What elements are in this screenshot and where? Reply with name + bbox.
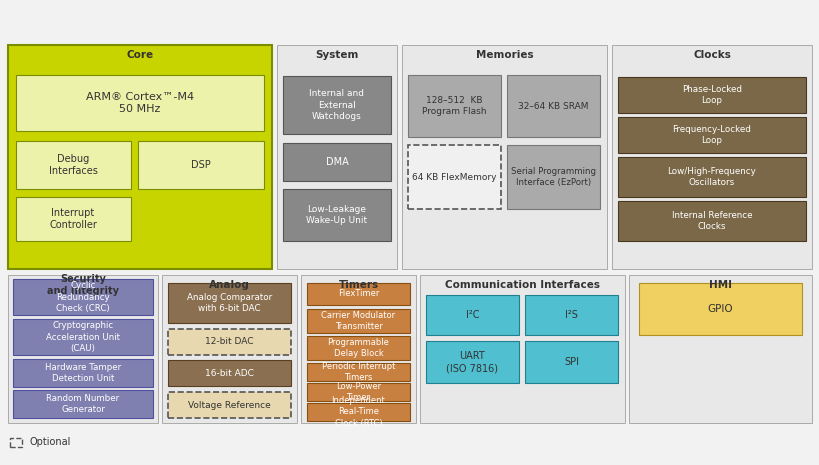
Bar xyxy=(618,201,805,241)
Bar xyxy=(138,141,264,189)
Text: Random Number
Generator: Random Number Generator xyxy=(47,394,120,414)
Bar xyxy=(8,275,158,423)
Bar xyxy=(168,283,291,323)
Bar xyxy=(10,438,22,447)
Text: Analog: Analog xyxy=(209,280,250,290)
Bar xyxy=(16,141,131,189)
Bar xyxy=(162,275,296,423)
Bar xyxy=(618,117,805,153)
Text: 32–64 KB SRAM: 32–64 KB SRAM xyxy=(518,101,588,111)
Bar xyxy=(283,76,391,134)
Text: Timers: Timers xyxy=(338,280,378,290)
Bar xyxy=(16,75,264,131)
Bar xyxy=(306,309,410,333)
Bar xyxy=(408,75,500,137)
Bar xyxy=(506,75,600,137)
Text: Cyclic
Redundancy
Check (CRC): Cyclic Redundancy Check (CRC) xyxy=(57,281,110,312)
Text: DSP: DSP xyxy=(191,160,210,170)
Text: Clocks: Clocks xyxy=(692,50,730,60)
Text: System: System xyxy=(315,50,358,60)
Text: Internal and
External
Watchdogs: Internal and External Watchdogs xyxy=(309,89,364,120)
Bar xyxy=(8,45,272,269)
Bar xyxy=(168,392,291,418)
Text: Serial Programming
Interface (EzPort): Serial Programming Interface (EzPort) xyxy=(510,167,595,187)
Text: Low-Leakage
Wake-Up Unit: Low-Leakage Wake-Up Unit xyxy=(306,205,367,225)
Text: Periodic Interrupt
Timers: Periodic Interrupt Timers xyxy=(321,362,395,382)
Bar xyxy=(283,143,391,181)
Bar xyxy=(426,341,518,383)
Bar xyxy=(611,45,811,269)
Bar xyxy=(16,197,131,241)
Bar xyxy=(524,341,618,383)
Text: 16-bit ADC: 16-bit ADC xyxy=(205,368,254,378)
Bar xyxy=(168,329,291,355)
Text: Communication Interfaces: Communication Interfaces xyxy=(445,280,600,290)
Bar xyxy=(13,359,153,387)
Text: HMI: HMI xyxy=(708,280,731,290)
Text: Independent
Real-Time
Clock (RTC): Independent Real-Time Clock (RTC) xyxy=(331,396,385,428)
Bar xyxy=(618,77,805,113)
Text: Carrier Modulator
Transmitter: Carrier Modulator Transmitter xyxy=(321,311,395,331)
Text: FlexTimer: FlexTimer xyxy=(337,290,378,299)
Bar xyxy=(628,275,811,423)
Bar xyxy=(306,403,410,421)
Bar xyxy=(306,363,410,381)
Text: Low-Power
Timer: Low-Power Timer xyxy=(336,382,381,402)
Bar xyxy=(426,295,518,335)
Text: I²S: I²S xyxy=(564,310,577,320)
Bar xyxy=(618,157,805,197)
Text: UART
(ISO 7816): UART (ISO 7816) xyxy=(446,351,498,373)
Bar xyxy=(283,189,391,241)
Text: Phase-Locked
Loop: Phase-Locked Loop xyxy=(681,85,741,105)
Text: 64 KB FlexMemory: 64 KB FlexMemory xyxy=(412,173,496,181)
Bar xyxy=(168,360,291,386)
Text: Internal Reference
Clocks: Internal Reference Clocks xyxy=(671,211,751,231)
Bar xyxy=(306,383,410,401)
Text: 12-bit DAC: 12-bit DAC xyxy=(205,338,253,346)
Bar xyxy=(13,279,153,315)
Text: Voltage Reference: Voltage Reference xyxy=(188,400,270,410)
Bar xyxy=(524,295,618,335)
Text: 128–512  KB
Program Flash: 128–512 KB Program Flash xyxy=(422,96,486,116)
Text: Frequency-Locked
Loop: Frequency-Locked Loop xyxy=(672,125,750,145)
Bar xyxy=(306,336,410,360)
Bar xyxy=(13,319,153,355)
Bar xyxy=(419,275,624,423)
Text: Debug
Interfaces: Debug Interfaces xyxy=(48,154,97,176)
Text: I²C: I²C xyxy=(465,310,478,320)
Bar xyxy=(638,283,801,335)
Text: Cryptographic
Acceleration Unit
(CAU): Cryptographic Acceleration Unit (CAU) xyxy=(46,321,120,352)
Text: Analog Comparator
with 6-bit DAC: Analog Comparator with 6-bit DAC xyxy=(187,293,272,313)
Bar xyxy=(13,390,153,418)
Text: GPIO: GPIO xyxy=(707,304,732,314)
Text: SPI: SPI xyxy=(563,357,578,367)
Text: Interrupt
Controller: Interrupt Controller xyxy=(49,208,97,230)
Bar xyxy=(408,145,500,209)
Text: Programmable
Delay Block: Programmable Delay Block xyxy=(327,338,389,358)
Text: Core: Core xyxy=(126,50,153,60)
Text: DMA: DMA xyxy=(325,157,348,167)
Text: Optional: Optional xyxy=(30,438,71,447)
Text: Security
and Integrity: Security and Integrity xyxy=(47,274,119,296)
Bar xyxy=(301,275,415,423)
Bar xyxy=(306,283,410,305)
Bar xyxy=(506,145,600,209)
Text: ARM® Cortex™-M4
50 MHz: ARM® Cortex™-M4 50 MHz xyxy=(86,92,194,114)
Bar xyxy=(277,45,396,269)
Text: Hardware Tamper
Detection Unit: Hardware Tamper Detection Unit xyxy=(45,363,121,383)
Bar xyxy=(401,45,606,269)
Text: Low/High-Frequency
Oscillators: Low/High-Frequency Oscillators xyxy=(667,167,755,187)
Bar xyxy=(8,45,272,269)
Text: Memories: Memories xyxy=(475,50,532,60)
